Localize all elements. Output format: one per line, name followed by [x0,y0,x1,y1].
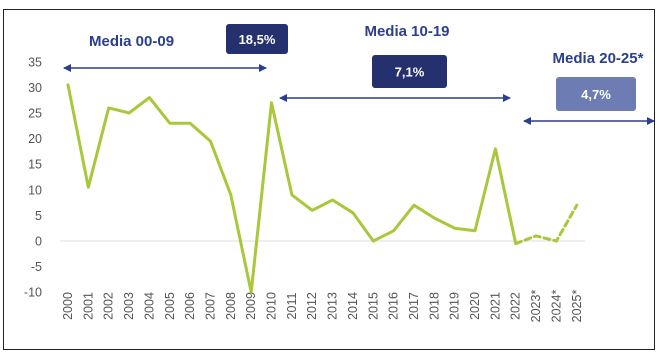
x-tick-label: 2015 [366,292,380,320]
x-tick-label: 2019 [448,292,462,320]
x-tick-label: 2012 [305,292,319,320]
y-tick-label: 35 [28,55,42,69]
x-tick-label: 2010 [265,292,279,320]
x-tick-label: 2003 [122,292,136,320]
x-tick-label: 2017 [407,292,421,320]
x-tick-label: 2009 [244,292,258,320]
x-tick-label: 2022 [509,292,523,320]
x-tick-label: 2000 [61,292,75,320]
series-line-actual [66,83,518,294]
x-tick-label: 2006 [183,292,197,320]
average-badge [556,77,636,111]
x-tick-label: 2008 [224,292,238,320]
period-label: Media 20-25* [553,50,644,67]
x-tick-label: 2011 [285,293,299,320]
period-label: Media 10-19 [364,23,449,40]
series-line-forecast [514,203,579,246]
average-badge-value: 7,1% [395,65,425,80]
x-tick-label: 2021 [488,292,502,320]
x-tick-label: 2007 [203,292,217,320]
x-tick-label: 2023* [529,290,543,323]
y-tick-label: 30 [28,81,42,95]
y-tick-label: 5 [35,209,42,223]
y-tick-label: -10 [24,286,42,300]
x-tick-label: 2024* [549,290,563,323]
x-tick-label: 2016 [387,292,401,320]
y-tick-label: 0 [35,235,42,249]
x-tick-label: 2005 [163,292,177,320]
x-tick-label: 2020 [468,292,482,320]
chart-frame: 35 30 25 20 15 10 5 0 -5 -10 2000 2001 2002 2003 2004 2… [3,9,655,350]
x-tick-label: 2001 [81,292,95,320]
y-tick-label: -5 [31,260,42,274]
x-tick-label: 2014 [346,292,360,320]
period-label: Media 00-09 [89,33,174,50]
y-tick-label: 10 [28,183,42,197]
y-tick-label: 15 [28,158,42,172]
average-badge-value: 18,5% [239,32,276,47]
x-tick-label: 2025* [570,290,584,323]
x-tick-label: 2002 [102,292,116,320]
x-tick-label: 2018 [427,292,441,320]
y-tick-label: 20 [28,132,42,146]
average-badge-value: 4,7% [581,87,611,102]
x-tick-label: 2004 [142,292,156,320]
x-tick-label: 2013 [326,292,340,320]
average-badge [226,24,288,54]
y-tick-label: 25 [28,107,42,121]
average-badge [372,55,447,88]
